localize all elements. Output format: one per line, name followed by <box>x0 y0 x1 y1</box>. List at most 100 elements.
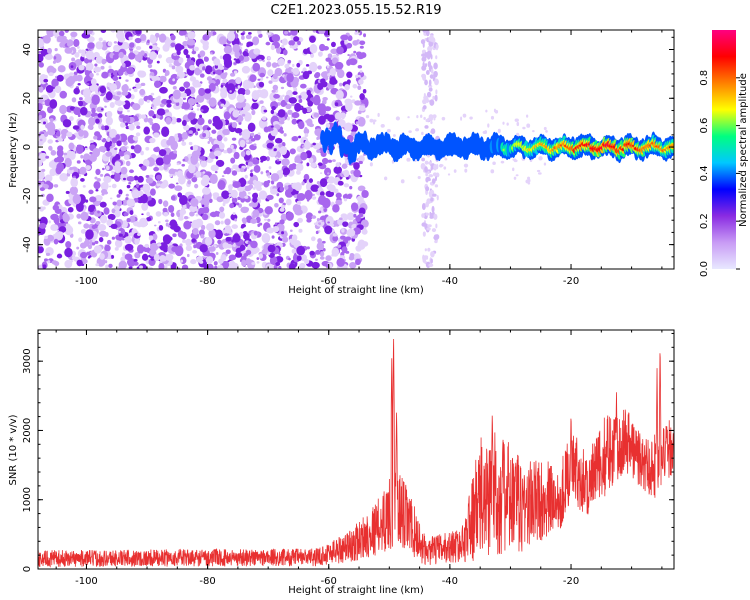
noise-speck <box>355 245 362 252</box>
noise-speck <box>428 36 433 42</box>
noise-speck <box>425 96 429 104</box>
noise-speck <box>50 224 59 231</box>
noise-speck <box>293 87 298 92</box>
noise-speck <box>434 94 438 102</box>
noise-speck <box>460 116 463 121</box>
noise-speck <box>128 182 132 185</box>
noise-speck <box>168 77 177 85</box>
noise-speck <box>147 39 150 44</box>
noise-speck <box>426 91 432 98</box>
noise-speck <box>70 177 79 188</box>
noise-speck <box>350 95 353 98</box>
noise-speck <box>159 86 168 94</box>
noise-speck <box>490 169 495 174</box>
noise-speck <box>244 89 251 96</box>
noise-speck <box>153 166 160 172</box>
noise-speck <box>56 253 63 259</box>
noise-speck <box>89 72 94 78</box>
noise-speck <box>182 97 186 100</box>
noise-speck <box>231 196 238 204</box>
noise-speck <box>243 84 248 89</box>
noise-speck <box>308 61 318 73</box>
noise-speck <box>321 220 325 223</box>
noise-speck <box>106 137 111 142</box>
noise-speck <box>317 162 323 167</box>
noise-speck <box>142 159 150 167</box>
noise-speck <box>85 199 89 203</box>
noise-speck <box>302 71 310 80</box>
noise-speck <box>78 129 85 137</box>
noise-speck <box>252 36 260 46</box>
noise-speck <box>251 102 259 110</box>
noise-speck <box>133 261 139 266</box>
noise-speck <box>79 242 87 249</box>
noise-speck <box>173 225 181 233</box>
noise-speck <box>250 218 258 224</box>
noise-speck <box>317 238 322 244</box>
noise-speck <box>416 114 419 119</box>
noise-speck <box>76 213 82 219</box>
noise-speck <box>285 103 292 110</box>
noise-speck <box>45 155 50 159</box>
noise-speck <box>192 227 199 235</box>
noise-speck <box>264 206 273 215</box>
noise-speck <box>316 218 320 222</box>
noise-speck <box>516 121 520 127</box>
noise-speck <box>118 151 125 157</box>
noise-speck <box>206 223 215 232</box>
noise-speck <box>526 114 529 118</box>
noise-speck <box>513 159 518 163</box>
noise-speck <box>271 62 278 68</box>
noise-speck <box>296 200 302 206</box>
noise-speck <box>308 157 314 164</box>
noise-speck <box>341 115 345 120</box>
noise-speck <box>340 40 345 46</box>
noise-speck <box>232 181 241 188</box>
noise-speck <box>269 127 274 131</box>
noise-speck <box>231 170 238 176</box>
noise-speck <box>289 45 294 49</box>
noise-speck <box>317 83 324 91</box>
noise-speck <box>105 116 113 126</box>
noise-speck <box>270 44 276 51</box>
noise-speck <box>372 121 376 125</box>
noise-speck <box>45 252 51 256</box>
noise-speck <box>149 174 154 178</box>
noise-speck <box>148 51 157 60</box>
noise-speck <box>119 122 126 128</box>
noise-speck <box>57 145 64 152</box>
noise-speck <box>258 190 268 200</box>
noise-speck <box>157 180 160 184</box>
noise-speck <box>527 176 531 180</box>
noise-speck <box>348 58 358 66</box>
noise-speck <box>281 44 285 49</box>
noise-speck <box>161 98 169 105</box>
noise-speck <box>121 90 129 96</box>
noise-speck <box>361 241 369 247</box>
noise-speck <box>430 166 433 171</box>
noise-speck <box>345 101 353 112</box>
noise-speck <box>128 36 133 41</box>
noise-speck <box>94 131 101 137</box>
noise-speck <box>310 53 315 58</box>
noise-speck <box>123 212 129 217</box>
spectrogram-y-tick-label: -40 <box>22 236 33 252</box>
noise-speck <box>174 171 178 176</box>
noise-speck <box>444 157 448 161</box>
noise-speck <box>133 88 138 93</box>
noise-speck <box>305 64 310 67</box>
noise-speck <box>353 162 360 170</box>
noise-speck <box>289 229 293 232</box>
noise-speck <box>128 266 133 269</box>
noise-speck <box>136 125 141 129</box>
noise-speck <box>156 182 161 187</box>
noise-speck <box>316 180 321 185</box>
noise-speck <box>164 73 168 77</box>
noise-speck <box>180 207 186 212</box>
noise-speck <box>44 98 51 107</box>
noise-speck <box>147 266 154 269</box>
noise-speck <box>299 91 309 100</box>
noise-speck <box>202 43 209 51</box>
noise-speck <box>425 212 430 216</box>
noise-speck <box>190 155 198 165</box>
